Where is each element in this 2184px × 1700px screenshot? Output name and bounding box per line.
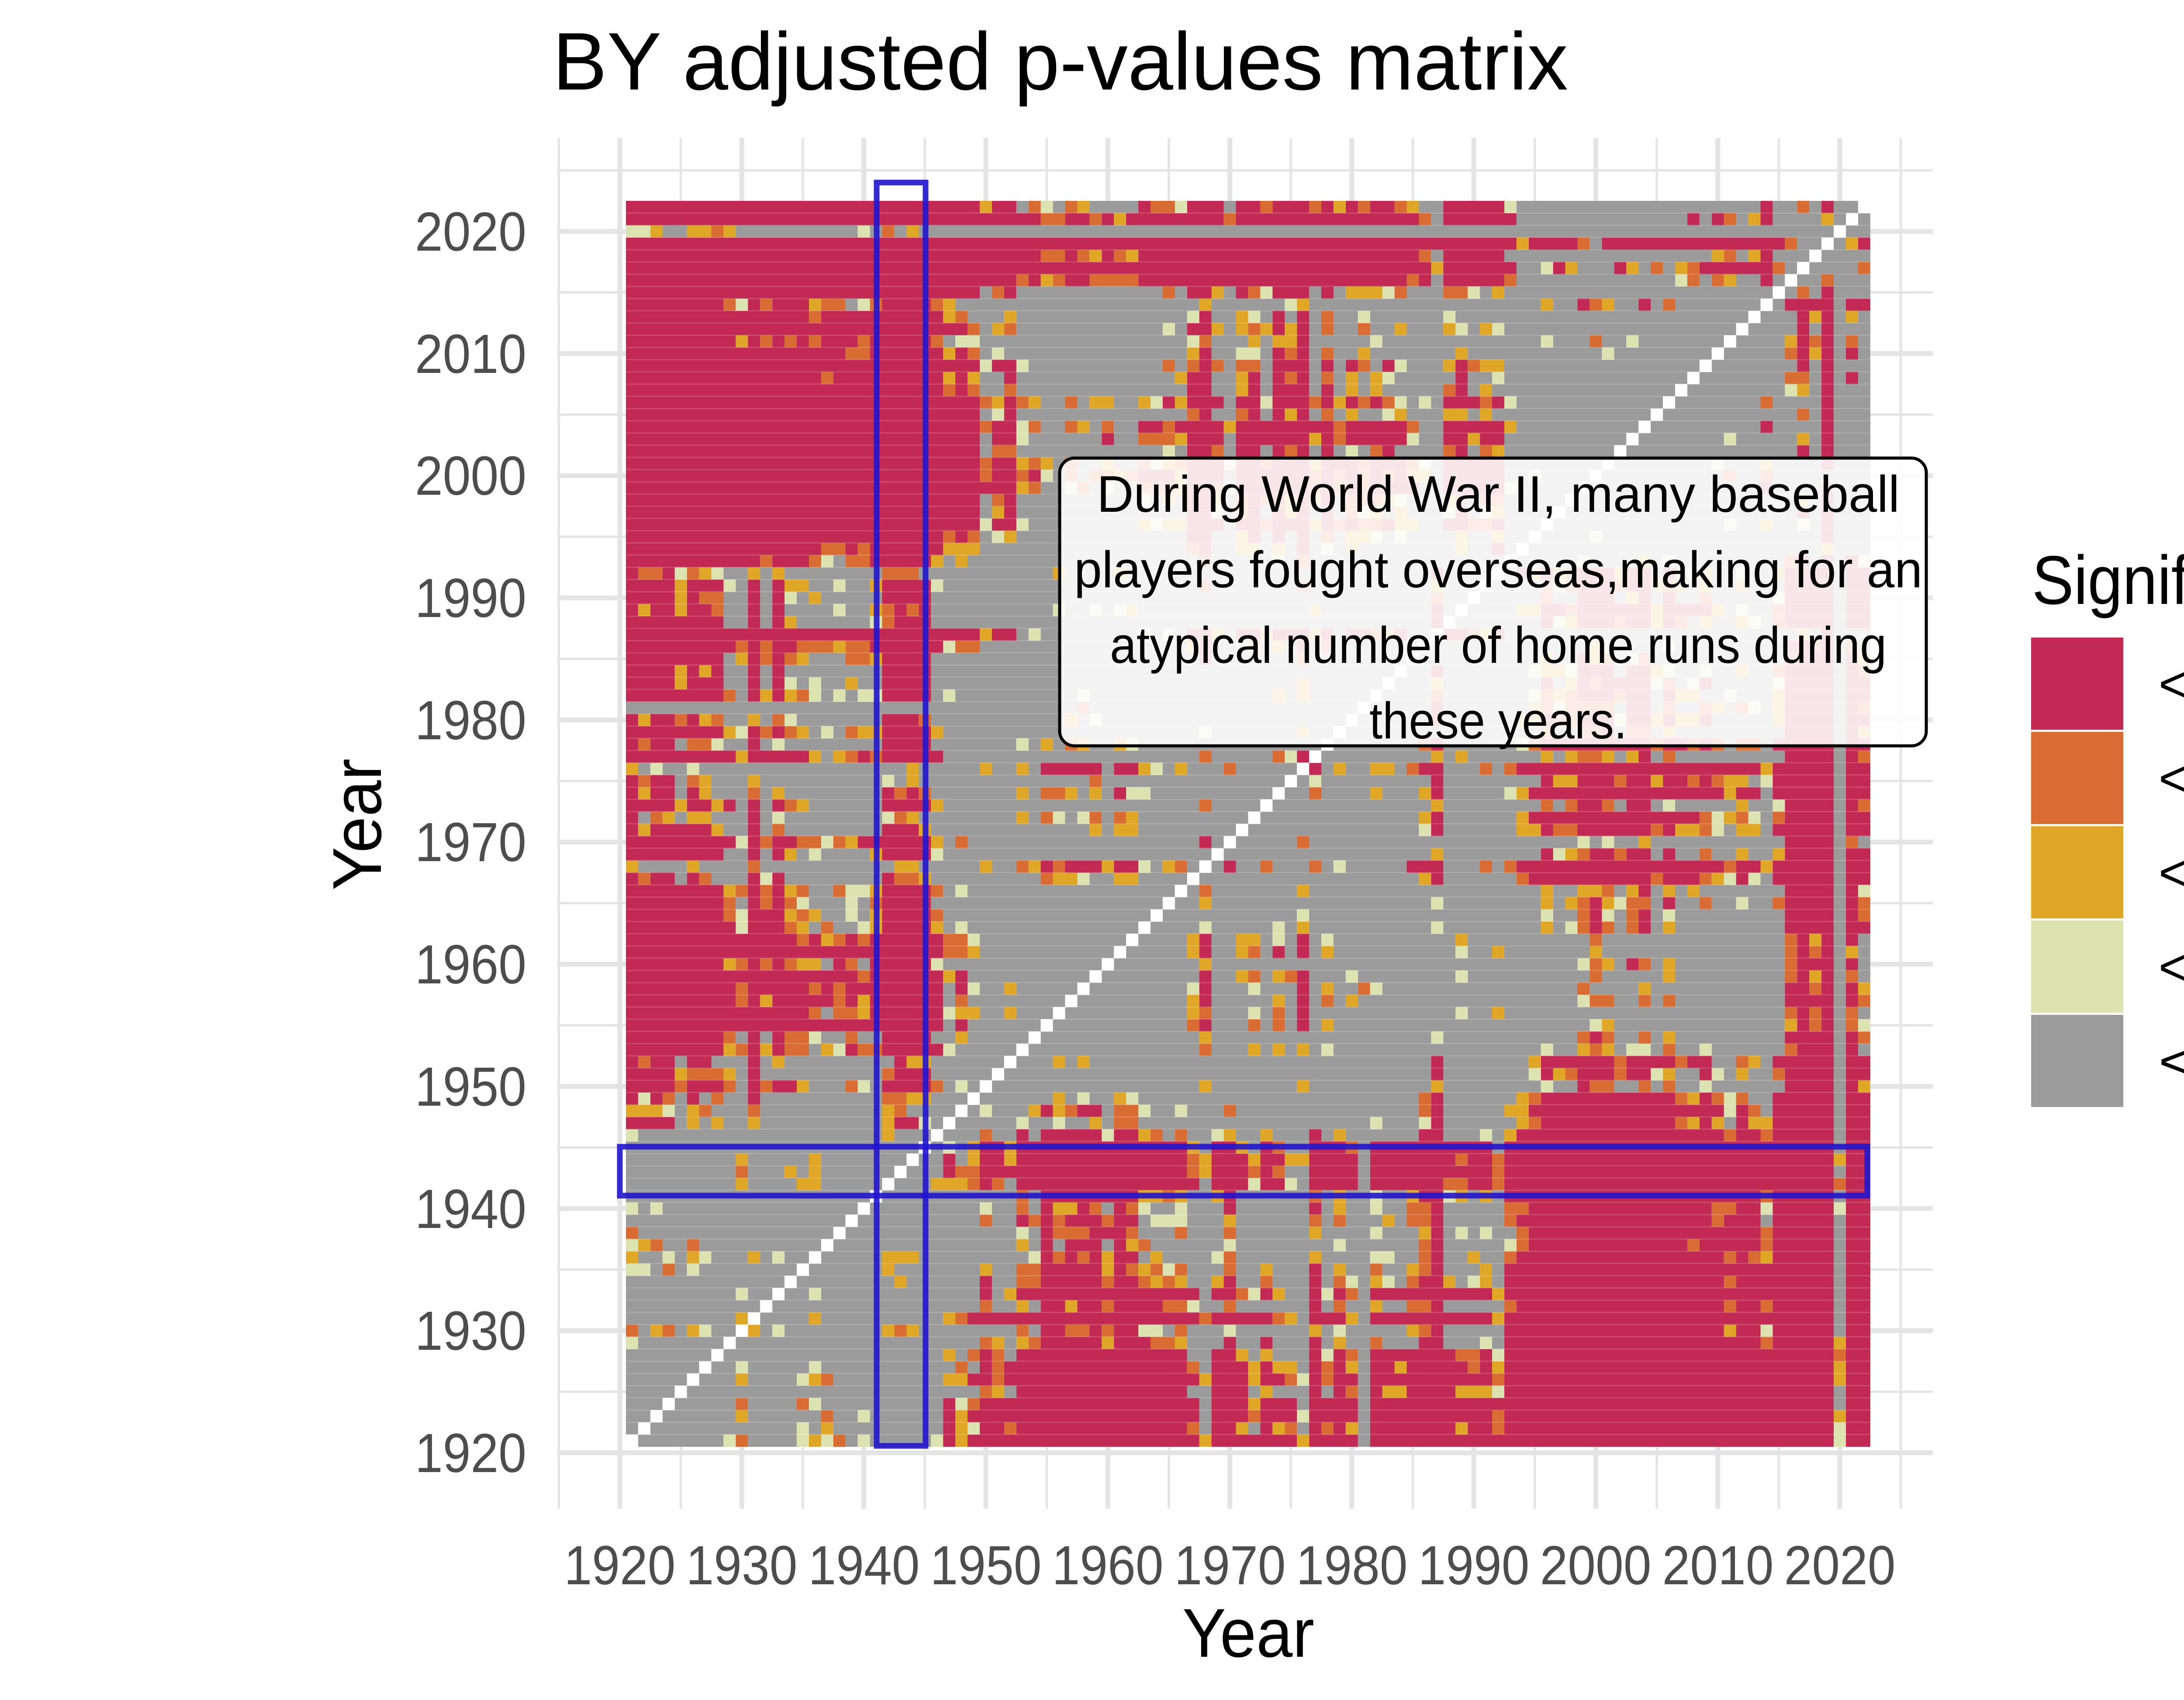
svg-text:During World War II, many base: During World War II, many baseball bbox=[1097, 466, 1900, 523]
svg-text:2010: 2010 bbox=[415, 323, 526, 385]
svg-text:1990: 1990 bbox=[415, 567, 526, 629]
svg-text:2020: 2020 bbox=[415, 201, 526, 262]
svg-text:Year: Year bbox=[319, 759, 396, 890]
svg-text:1990: 1990 bbox=[1418, 1534, 1530, 1596]
svg-text:<1: <1 bbox=[2159, 1033, 2184, 1090]
svg-text:1960: 1960 bbox=[1052, 1534, 1164, 1596]
svg-text:Significance: Significance bbox=[2032, 542, 2184, 619]
svg-text:2010: 2010 bbox=[1662, 1534, 1774, 1596]
svg-text:1940: 1940 bbox=[415, 1178, 526, 1240]
svg-text:1950: 1950 bbox=[930, 1534, 1042, 1596]
svg-text:1930: 1930 bbox=[686, 1534, 798, 1596]
svg-text:1950: 1950 bbox=[415, 1056, 526, 1117]
svg-text:BY adjusted p-values matrix: BY adjusted p-values matrix bbox=[553, 16, 1568, 107]
svg-text:<0.001: <0.001 bbox=[2159, 655, 2184, 713]
svg-text:2020: 2020 bbox=[1784, 1534, 1896, 1596]
svg-text:1980: 1980 bbox=[415, 690, 526, 751]
svg-text:these years.: these years. bbox=[1369, 692, 1627, 750]
svg-text:1970: 1970 bbox=[1175, 1534, 1286, 1596]
svg-text:1960: 1960 bbox=[415, 934, 526, 995]
svg-text:1970: 1970 bbox=[415, 811, 526, 873]
svg-text:1930: 1930 bbox=[415, 1300, 526, 1362]
svg-text:players fought overseas,making: players fought overseas,making for an bbox=[1074, 541, 1922, 599]
svg-text:<0.1: <0.1 bbox=[2159, 938, 2184, 996]
svg-text:1920: 1920 bbox=[415, 1422, 526, 1484]
svg-text:1920: 1920 bbox=[564, 1534, 676, 1596]
svg-text:2000: 2000 bbox=[1540, 1534, 1652, 1596]
svg-text:<0.01: <0.01 bbox=[2159, 750, 2184, 807]
svg-text:Year: Year bbox=[1182, 1595, 1314, 1672]
svg-text:<0.05: <0.05 bbox=[2159, 844, 2184, 902]
svg-text:1980: 1980 bbox=[1296, 1534, 1408, 1596]
svg-text:1940: 1940 bbox=[809, 1534, 920, 1596]
svg-text:2000: 2000 bbox=[415, 445, 526, 507]
svg-text:atypical number of home runs d: atypical number of home runs during bbox=[1110, 617, 1887, 674]
